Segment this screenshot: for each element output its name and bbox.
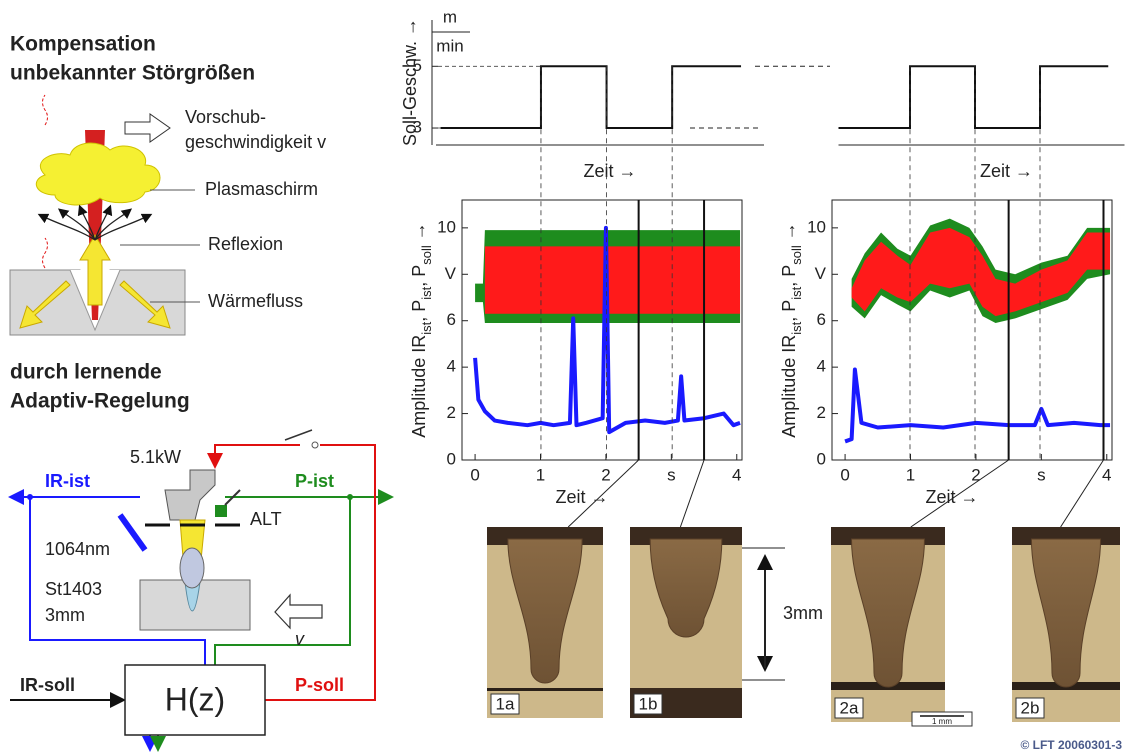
micrograph: 1b	[630, 527, 742, 718]
micrograph-gap	[487, 688, 603, 691]
reflection-label: Reflexion	[208, 234, 283, 254]
x-axis-label: Zeit →	[925, 487, 978, 507]
micrograph-label: 1b	[639, 694, 658, 713]
connector	[1061, 460, 1104, 527]
x-tick-label: 2	[601, 465, 610, 484]
x-tick-label: 1	[536, 465, 545, 484]
speed-signal	[839, 66, 1109, 128]
micrograph: 2b	[1012, 527, 1120, 722]
axis-label: Amplitude IRist, Pist, Psoll →	[409, 222, 434, 438]
axis-label-part: ist	[789, 286, 804, 299]
axis-label-part: →	[779, 222, 799, 245]
axis-label-part: , P	[779, 265, 799, 287]
axis-label-part: , P	[409, 300, 429, 322]
axis-label-part: ist	[419, 321, 434, 334]
material-label: St1403	[45, 579, 102, 599]
red-band	[485, 246, 740, 313]
axis-label-part: Amplitude IR	[409, 335, 429, 438]
x-tick-label: 0	[470, 465, 479, 484]
process-schematic	[10, 95, 200, 335]
x-tick-label: 4	[1102, 465, 1111, 484]
scale-label: 1 mm	[932, 717, 952, 726]
y-tick-label: 10	[807, 217, 826, 236]
alt-label: ALT	[250, 509, 282, 529]
plasma-label: Plasmaschirm	[205, 179, 318, 199]
slide: Kompensation unbekannter Störgrößen Vors…	[0, 0, 1128, 756]
copyright: © LFT 20060301-3	[1020, 738, 1122, 752]
thickness-label: 3mm	[45, 605, 85, 625]
y-tick-label: 5	[413, 56, 422, 75]
feed-label: v	[295, 629, 305, 649]
y-tick-label: V	[815, 264, 827, 283]
y-tick-label: 10	[437, 217, 456, 236]
unit: m	[443, 7, 457, 26]
p-ist-label: P-ist	[295, 471, 334, 491]
feed-label: Vorschub-	[185, 107, 266, 127]
power-label: 5.1kW	[130, 447, 181, 467]
unit: min	[436, 36, 463, 55]
axis-label: Amplitude IRist, Pist, Psoll →	[779, 222, 804, 438]
ir-signal	[845, 369, 1110, 441]
micrograph: 1a	[487, 527, 603, 718]
y-tick-label: 2	[447, 403, 456, 422]
x-axis-label: Zeit →	[583, 161, 636, 181]
ir-ist-label: IR-ist	[45, 471, 90, 491]
controller-label: H(z)	[165, 681, 225, 717]
micrograph-label: 2a	[840, 698, 859, 717]
micrograph: 2a	[831, 527, 945, 722]
feed-label: geschwindigkeit v	[185, 132, 326, 152]
y-tick-label: 4	[817, 357, 826, 376]
depth-label: 3mm	[783, 603, 823, 623]
y-tick-label: 4	[447, 357, 456, 376]
x-axis-label: Zeit →	[980, 161, 1033, 181]
y-tick-label: 6	[447, 310, 456, 329]
micrograph-label: 1a	[496, 694, 515, 713]
axis-label-part: ist	[419, 286, 434, 299]
axis-label-part: soll	[789, 245, 804, 265]
connector	[680, 460, 704, 527]
y-tick-label: 0	[447, 449, 456, 468]
speed-signal	[441, 66, 741, 128]
wavelength-label: 1064nm	[45, 539, 110, 559]
micrograph-label: 2b	[1021, 698, 1040, 717]
ir-soll-label: IR-soll	[20, 675, 75, 695]
x-tick-label: 2	[971, 465, 980, 484]
x-tick-label: s	[1037, 465, 1046, 484]
heat-label: Wärmefluss	[208, 291, 303, 311]
red-band	[852, 228, 1110, 316]
y-tick-label: 3	[413, 118, 422, 137]
x-tick-label: 1	[906, 465, 915, 484]
axis-label-part: , P	[779, 300, 799, 322]
y-tick-label: V	[445, 264, 457, 283]
y-tick-label: 6	[817, 310, 826, 329]
axis-label-part: ist	[789, 321, 804, 334]
x-tick-label: 4	[732, 465, 741, 484]
title-line: Kompensation	[10, 33, 156, 56]
x-tick-label: 0	[840, 465, 849, 484]
subtitle-line: durch lernende	[10, 361, 162, 384]
p-soll-label: P-soll	[295, 675, 344, 695]
x-tick-label: s	[667, 465, 676, 484]
y-tick-label: 2	[817, 403, 826, 422]
axis-label-part: →	[409, 222, 429, 245]
axis-label-part: , P	[409, 265, 429, 287]
axis-label-part: soll	[419, 245, 434, 265]
subtitle-line: Adaptiv-Regelung	[10, 390, 190, 413]
title-line: unbekannter Störgrößen	[10, 62, 255, 85]
y-tick-label: 0	[817, 449, 826, 468]
axis-label-part: Amplitude IR	[779, 335, 799, 438]
